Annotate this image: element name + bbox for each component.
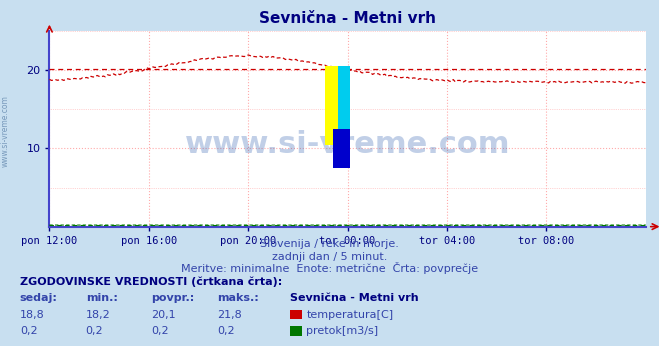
Text: maks.:: maks.: (217, 293, 259, 303)
Text: 0,2: 0,2 (152, 326, 169, 336)
Text: Slovenija / reke in morje.: Slovenija / reke in morje. (260, 239, 399, 249)
Text: Meritve: minimalne  Enote: metrične  Črta: povprečje: Meritve: minimalne Enote: metrične Črta:… (181, 262, 478, 274)
Text: www.si-vreme.com: www.si-vreme.com (185, 130, 510, 159)
Text: sedaj:: sedaj: (20, 293, 57, 303)
Text: 0,2: 0,2 (86, 326, 103, 336)
Text: pretok[m3/s]: pretok[m3/s] (306, 326, 378, 336)
Text: 18,8: 18,8 (20, 310, 45, 320)
Text: povpr.:: povpr.: (152, 293, 195, 303)
Text: 18,2: 18,2 (86, 310, 111, 320)
Text: min.:: min.: (86, 293, 117, 303)
Bar (325, 66, 350, 145)
Title: Sevnična - Metni vrh: Sevnična - Metni vrh (259, 11, 436, 26)
Bar (337, 66, 350, 145)
Text: 21,8: 21,8 (217, 310, 243, 320)
Text: www.si-vreme.com: www.si-vreme.com (1, 95, 10, 167)
Text: 0,2: 0,2 (20, 326, 38, 336)
Text: zadnji dan / 5 minut.: zadnji dan / 5 minut. (272, 252, 387, 262)
Text: Sevnična - Metni vrh: Sevnična - Metni vrh (290, 293, 418, 303)
Text: 0,2: 0,2 (217, 326, 235, 336)
Text: 20,1: 20,1 (152, 310, 176, 320)
Text: temperatura[C]: temperatura[C] (306, 310, 393, 320)
Bar (333, 129, 350, 168)
Text: ZGODOVINSKE VREDNOSTI (črtkana črta):: ZGODOVINSKE VREDNOSTI (črtkana črta): (20, 277, 282, 288)
